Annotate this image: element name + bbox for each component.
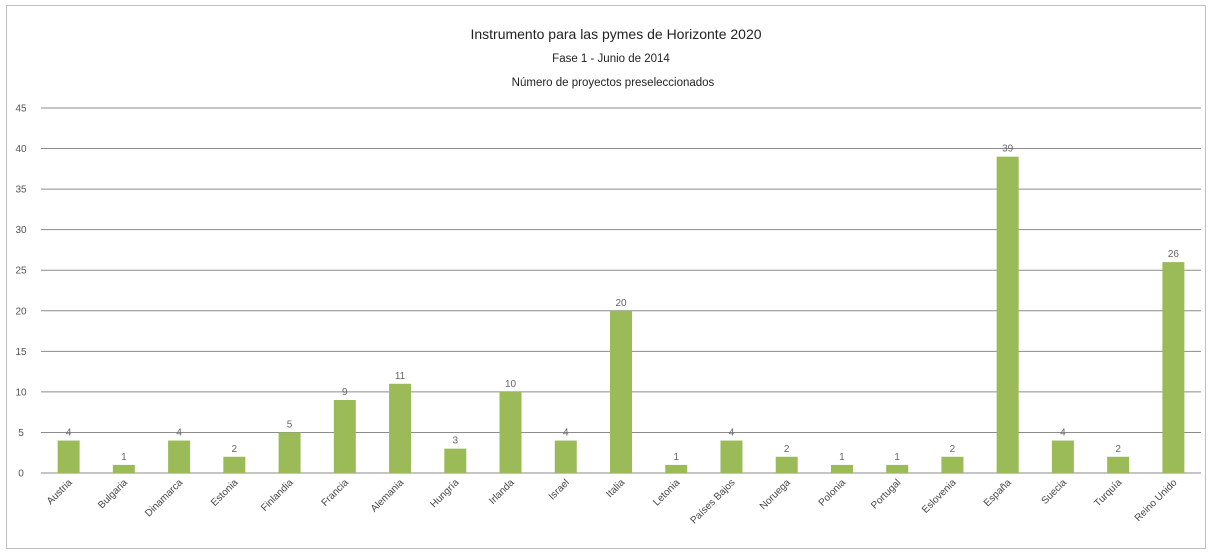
bar [444,448,467,473]
x-tick-label: Alemania [369,477,407,515]
bar [499,391,522,473]
data-label: 10 [505,379,517,390]
data-label: 4 [1060,428,1066,439]
data-label: 2 [232,444,238,455]
y-tick-label: 30 [15,225,27,236]
bar-chart: Instrumento para las pymes de Horizonte … [15,26,1201,526]
chart-title: Instrumento para las pymes de Horizonte … [470,26,761,42]
data-label: 2 [784,444,790,455]
x-tick-label: Estonia [209,477,241,509]
data-label: 5 [287,419,293,430]
x-tick-label: Letonia [651,477,682,508]
x-tick-label: Finlandia [259,477,296,514]
x-tick-label: España [982,477,1014,509]
data-label: 4 [563,428,569,439]
bar [665,464,688,473]
chart-subtitle-metric: Número de proyectos preseleccionados [512,77,715,89]
data-label: 2 [950,444,956,455]
x-tick-label: Francia [320,477,352,509]
y-tick-label: 45 [15,104,27,115]
x-tick-label: Italia [604,477,627,500]
data-label: 2 [1115,444,1121,455]
bar [278,432,301,473]
bar [886,464,909,473]
data-label: 3 [453,436,459,447]
y-tick-label: 15 [15,347,27,358]
y-tick-label: 25 [15,266,27,277]
chart-frame: Instrumento para las pymes de Horizonte … [6,5,1206,549]
x-axis: Austria Bulgaria Dinamarca Estonia Finlandia… [45,477,1180,526]
bar [1107,456,1130,473]
data-label: 11 [395,371,406,382]
bar [830,464,853,473]
bar [941,456,964,473]
data-label: 4 [729,428,735,439]
x-tick-label: Eslovenia [920,477,959,516]
bar [112,464,135,473]
bar [168,440,191,473]
y-tick-label: 5 [18,428,24,439]
y-tick-label: 10 [15,387,27,398]
x-tick-label: Hungría [428,477,461,510]
y-tick-label: 20 [15,306,27,317]
bars [57,156,1185,473]
bar [720,440,743,473]
x-tick-label: Suecia [1040,477,1070,507]
bar [996,156,1019,473]
x-tick-label: Israel [547,477,572,502]
bar [775,456,798,473]
data-label: 4 [66,428,72,439]
x-tick-label: Bulgaria [96,477,130,511]
x-tick-label: Portugal [869,477,903,511]
bar [1051,440,1074,473]
y-tick-label: 40 [15,144,27,155]
data-label: 1 [673,452,679,463]
bar [554,440,577,473]
bar [57,440,80,473]
x-tick-label: Polonia [817,477,849,509]
data-label: 9 [342,387,348,398]
x-tick-label: Turquía [1092,477,1124,509]
data-label: 1 [121,452,127,463]
data-label: 1 [894,452,900,463]
x-tick-label: Noruega [758,477,793,512]
y-axis: 0 5 10 15 20 25 30 35 40 45 [15,104,27,480]
chart-subtitle-phase: Fase 1 - Junio de 2014 [552,53,670,65]
y-tick-label: 0 [18,469,24,480]
bar [223,456,246,473]
bar [389,383,412,473]
data-label: 4 [176,428,182,439]
data-label: 1 [839,452,845,463]
data-label: 26 [1168,249,1180,260]
x-tick-label: Reino Unido [1133,477,1180,524]
bar [610,310,632,473]
y-tick-label: 35 [15,185,27,196]
x-tick-label: Irlanda [487,477,517,507]
data-label: 20 [615,298,627,309]
bar [1162,262,1185,473]
x-tick-label: Austria [45,477,75,507]
x-tick-label: Países Bajos [689,477,738,526]
x-tick-label: Dinamarca [143,477,185,519]
data-label: 39 [1002,144,1014,155]
bar [333,400,356,473]
